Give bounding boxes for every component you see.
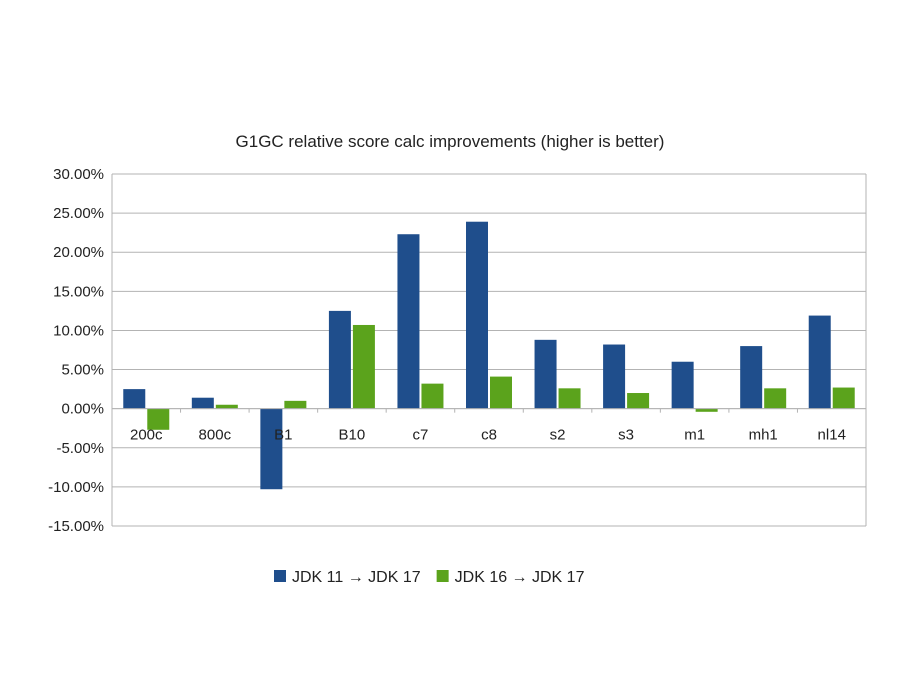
legend-label-jdk11-to-jdk17: JDK 11 → JDK 17 [292,569,421,586]
bar-jdk16-to-jdk17-nl14 [832,387,855,409]
bar-jdk11-to-jdk17-s3 [603,344,626,409]
legend-swatch-jdk11-to-jdk17 [274,570,286,582]
category-label: B1 [274,427,292,444]
legend-label-jdk16-to-jdk17: JDK 16 → JDK 17 [455,569,585,586]
category-label: nl14 [818,427,846,444]
bar-jdk11-to-jdk17-c7 [397,234,420,409]
y-tick-label: 25.00% [53,205,104,222]
bar-jdk16-to-jdk17-200c [147,408,170,430]
bar-jdk16-to-jdk17-s2 [558,388,581,409]
y-tick-label: -15.00% [48,518,104,535]
bar-jdk16-to-jdk17-B1 [284,400,307,409]
y-tick-label: -5.00% [56,440,104,457]
bar-jdk11-to-jdk17-s2 [534,339,557,409]
bar-jdk16-to-jdk17-B10 [352,324,375,409]
y-tick-label: 0.00% [61,401,104,418]
y-tick-label: 5.00% [61,362,104,379]
legend: JDK 11 → JDK 17 JDK 16 → JDK 17 [274,569,585,586]
bar-jdk16-to-jdk17-c8 [490,376,512,409]
category-label: mh1 [749,427,778,444]
y-axis-tick-labels: 30.00% 25.00% 20.00% 15.00% 10.00% 5.00% 0.00%… [48,166,104,535]
bar-jdk11-to-jdk17-nl14 [808,315,831,409]
bar-jdk16-to-jdk17-mh1 [764,388,787,409]
category-label: 200c [130,427,163,444]
bar-jdk11-to-jdk17-200c [123,389,146,409]
bars [123,221,855,490]
category-label: s3 [618,427,634,444]
y-tick-label: 10.00% [53,322,104,339]
bar-jdk11-to-jdk17-m1 [671,361,694,409]
bar-jdk11-to-jdk17-B10 [328,310,351,409]
y-tick-label: 30.00% [53,166,104,183]
y-tick-label: 20.00% [53,244,104,261]
bar-jdk11-to-jdk17-c8 [466,221,488,409]
y-tick-label: 15.00% [53,283,104,300]
bar-jdk11-to-jdk17-800c [191,397,214,409]
axes [111,174,867,526]
chart-title: G1GC relative score calc improvements (h… [236,132,665,151]
x-axis-category-labels: 200c 800c B1 B10 c7 c8 s2 s3 m1 mh1 nl14 [130,427,846,444]
category-label: m1 [684,427,705,444]
bar-jdk16-to-jdk17-s3 [627,393,650,409]
category-label: s2 [550,427,566,444]
category-label: c7 [413,427,429,444]
bar-jdk16-to-jdk17-800c [215,404,238,409]
category-label: 800c [199,427,232,444]
y-tick-label: -10.00% [48,479,104,496]
bar-jdk11-to-jdk17-B1 [260,408,283,490]
bar-jdk11-to-jdk17-mh1 [740,346,763,409]
legend-swatch-jdk16-to-jdk17 [436,570,449,582]
category-label: c8 [481,427,497,444]
bar-jdk16-to-jdk17-c7 [421,383,444,409]
bar-jdk16-to-jdk17-m1 [695,408,718,412]
category-label: B10 [339,427,366,444]
